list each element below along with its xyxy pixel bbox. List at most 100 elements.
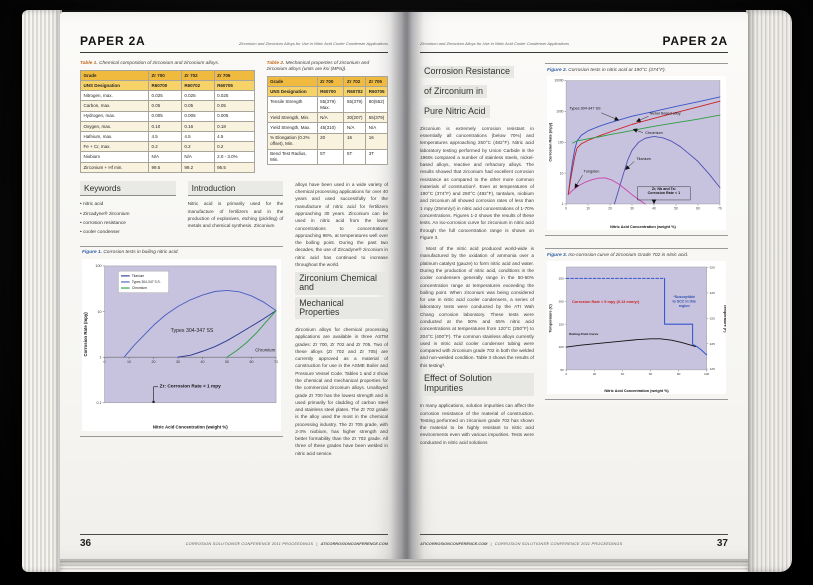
svg-text:100: 100 <box>95 264 101 268</box>
table-header-cell: Grade <box>79 69 150 81</box>
table-row: Nitrogen, max. 0.025 0.025 0.025 <box>79 90 255 102</box>
svg-text:Corrosion Rate (mpy): Corrosion Rate (mpy) <box>83 312 88 357</box>
keyword-item: nitric acid <box>80 200 176 209</box>
table-cell: N/A <box>316 112 345 124</box>
table-cell: 0.2 <box>180 141 215 153</box>
svg-text:1: 1 <box>562 202 564 206</box>
svg-text:60: 60 <box>696 207 700 211</box>
table-header-cell: Zr 702 <box>180 69 215 81</box>
svg-text:to SCC in this: to SCC in this <box>672 300 695 304</box>
tables-row: Table 1. Chemical composition of zirconi… <box>79 61 388 173</box>
table-cell: N/A <box>343 122 367 134</box>
table-header-cell: UNS Designation <box>79 79 150 92</box>
header-rule <box>80 52 388 53</box>
table-cell: 55(379) Max. <box>316 96 345 114</box>
svg-text:Nickel Based alloy: Nickel Based alloy <box>650 112 681 116</box>
svg-text:0: 0 <box>565 207 567 211</box>
figure-2-caption-text: Corrosion tests in nitric acid at 190°C … <box>566 67 666 73</box>
svg-text:1: 1 <box>99 356 101 360</box>
header-rule <box>420 52 728 53</box>
table-2-block: Table 2. Mechanical properties of zircon… <box>266 61 388 166</box>
table-row: % Elongation (0.2% offset), Min. 20 16 16 <box>266 132 388 150</box>
corrosion-resistance-heading: Corrosion Resistance of Zirconium in Pur… <box>420 61 534 121</box>
impurities-heading-line: Effect of Solution Impurities <box>420 372 534 396</box>
svg-text:*Susceptible: *Susceptible <box>673 295 694 299</box>
table-cell: 0.025 <box>180 90 215 102</box>
table-cell: 4.5 <box>180 131 215 143</box>
footer-text: CORROSION SOLUTIONS® CONFERENCE 2011 PRO… <box>186 541 388 546</box>
footer-proceedings-text: CORROSION SOLUTIONS® CONFERENCE 2011 PRO… <box>185 541 314 546</box>
keyword-item: cooler condenser <box>80 228 176 237</box>
table-chemical-composition: Grade Zr 700 Zr 702 Zr 705 UNS Designation R6… <box>79 69 255 173</box>
properties-heading: Zirconium Chemical and Mechanical Proper… <box>295 272 388 322</box>
left-columns-a: Keywords nitric acid Zircadyne® zirconiu… <box>80 180 284 530</box>
table-cell: 0.10 <box>148 120 182 133</box>
table-row: Yield Strength, Min. N/A 30(207) 55(379) <box>266 112 388 124</box>
table-row: Zirconium + Hf min. 99.5 99.2 95.5 <box>79 161 255 173</box>
svg-text:100: 100 <box>558 141 564 145</box>
svg-text:20: 20 <box>152 360 156 364</box>
table-cell: 3T <box>365 148 388 166</box>
svg-text:Boiling Point Curve: Boiling Point Curve <box>569 332 598 336</box>
svg-text:0: 0 <box>565 372 567 376</box>
table-header-cell: Zr 702 <box>343 75 367 88</box>
table-cell: 4.5 <box>213 131 255 143</box>
left-page: PAPER 2A Zirconium and Zirconium Alloys … <box>60 12 404 559</box>
right-page-header: Zirconium and Zirconium Alloys for Use i… <box>420 34 728 48</box>
page-number: 37 <box>716 538 728 549</box>
page-edges-right <box>746 10 792 572</box>
footer-separator: | <box>490 541 492 546</box>
figure-3-block: Figure 3. Iso-corrosion curve of zirconi… <box>544 248 728 401</box>
figure-3-caption-text: Iso-corrosion curve of zirconium Grade 7… <box>566 252 689 258</box>
footer-text: ATICORROSIONCONFERENCE.COM | CORROSION S… <box>420 541 622 546</box>
footer-url-text: ATICORROSIONCONFERENCE.COM <box>320 541 388 546</box>
figure-1-caption-label: Figure 1. <box>82 250 102 256</box>
table-row: Carbon, max. 0.05 0.05 0.05 <box>79 100 255 112</box>
table-cell: 45(310) <box>316 122 345 134</box>
table-row: Hydrogen, max. 0.005 0.005 0.005 <box>79 110 255 122</box>
svg-text:Corrosion Rate < 5 mpy (0.13 m: Corrosion Rate < 5 mpy (0.13 mm/yr) <box>572 299 640 304</box>
keywords-heading: Keywords <box>80 180 176 197</box>
keyword-item: corrosion resistance <box>80 219 176 228</box>
svg-text:region: region <box>679 304 690 308</box>
svg-text:80: 80 <box>677 372 681 376</box>
table-cell: Bend Test Radius, Min. <box>266 148 318 166</box>
table-cell: Oxygen, max. <box>79 120 150 133</box>
svg-text:0.1: 0.1 <box>96 401 101 405</box>
table-header-cell: R60705 <box>365 86 388 98</box>
table-cell: Tensile Strength <box>266 96 318 114</box>
svg-text:Nitric Acid Concentration (wei: Nitric Acid Concentration (weight %) <box>610 225 676 229</box>
svg-text:50: 50 <box>225 360 229 364</box>
table-cell: 5T <box>343 148 367 166</box>
table-header-cell: Grade <box>266 75 318 88</box>
introduction-heading: Introduction <box>187 180 284 197</box>
table-cell: 95.5 <box>213 161 255 173</box>
table-cell: Nitrogen, max. <box>79 90 150 102</box>
svg-text:Temperature (C): Temperature (C) <box>548 304 552 333</box>
keywords-introduction-row: Keywords nitric acid Zircadyne® zirconiu… <box>80 180 284 237</box>
svg-text:200: 200 <box>559 300 564 304</box>
table-row: Oxygen, max. 0.10 0.16 0.18 <box>79 120 255 133</box>
table-1-caption-text: Chemical composition of zirconium and zi… <box>97 61 220 66</box>
svg-text:Zr, Nb and Ta:: Zr, Nb and Ta: <box>652 187 676 191</box>
page-edges-bottom <box>60 559 748 572</box>
table-header-cell: Zr 700 <box>316 75 345 88</box>
table-row: Bend Test Radius, Min. 5T 5T 3T <box>266 148 388 166</box>
table-row: Tensile Strength 55(379) Max. 55(379) 80(55… <box>266 96 388 114</box>
table-1-caption-label: Table 1. <box>80 61 98 66</box>
table-1-caption: Table 1. Chemical composition of zirconi… <box>80 61 255 67</box>
table-header-cell: R60700 <box>316 86 345 98</box>
table-cell: 4.5 <box>148 131 182 143</box>
table-cell: Yield Strength, Max. <box>266 122 318 134</box>
table-cell: N/A <box>180 151 215 163</box>
table-cell: 80(552) <box>365 96 388 114</box>
svg-text:150: 150 <box>559 323 564 327</box>
figure-2-caption-label: Figure 2. <box>546 67 567 73</box>
table-row: Yield Strength, Max. 45(310) N/A N/A <box>266 122 388 134</box>
table-row: Hafnium, max. 4.5 4.5 4.5 <box>79 131 255 143</box>
properties-heading-line1: Zirconium Chemical and <box>295 272 388 295</box>
footer-url-text: ATICORROSIONCONFERENCE.COM <box>420 541 488 546</box>
table-2-caption-label: Table 2. <box>266 61 285 66</box>
table-cell: 55(379) <box>365 112 388 124</box>
